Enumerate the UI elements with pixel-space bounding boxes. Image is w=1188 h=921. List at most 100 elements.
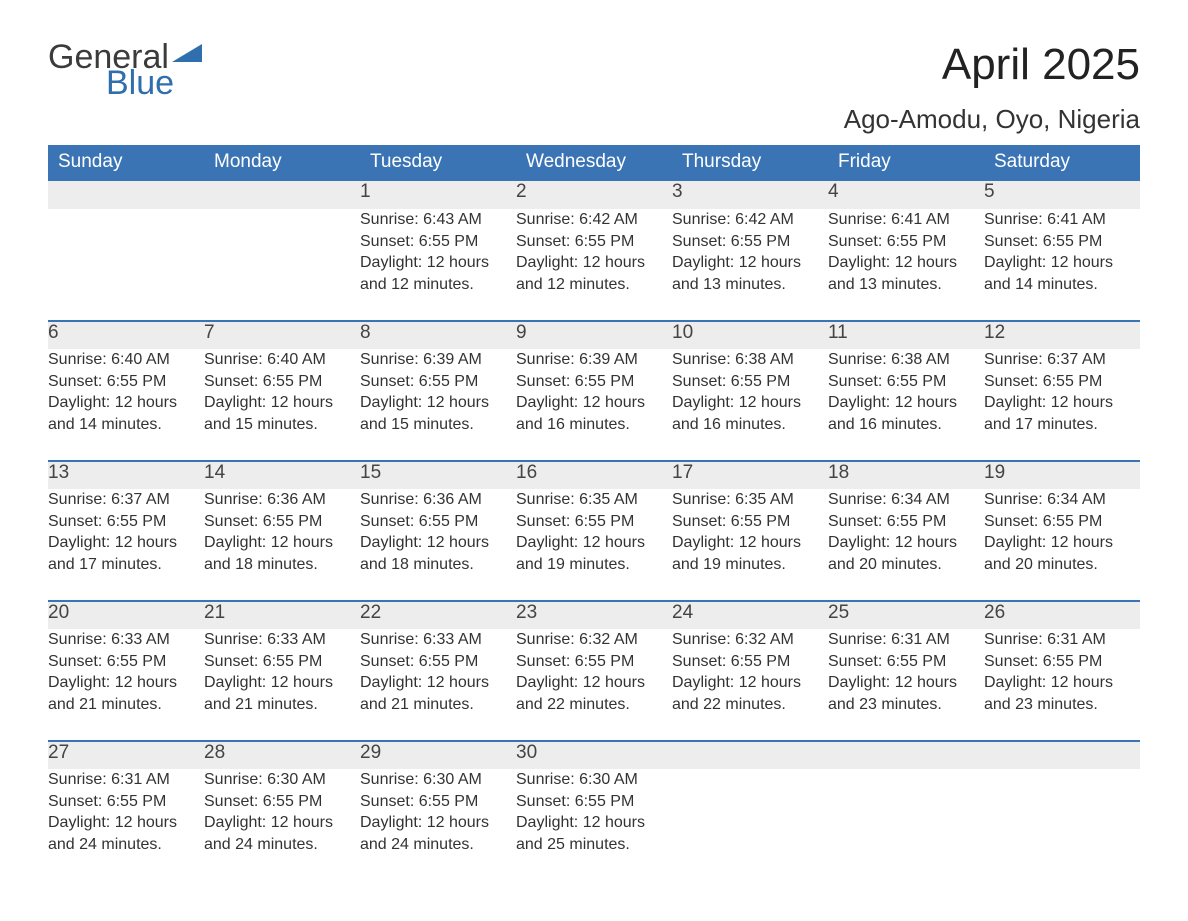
day-number: 4 <box>828 181 984 209</box>
day-number: 8 <box>360 321 516 349</box>
sunrise-text: Sunrise: 6:41 AM <box>828 209 984 231</box>
day-body: Sunrise: 6:33 AMSunset: 6:55 PMDaylight:… <box>204 629 360 741</box>
day-number: 3 <box>672 181 828 209</box>
day-body: Sunrise: 6:32 AMSunset: 6:55 PMDaylight:… <box>516 629 672 741</box>
daylight-text: Daylight: 12 hours and 18 minutes. <box>204 532 360 575</box>
day-number: 20 <box>48 601 204 629</box>
sunrise-text: Sunrise: 6:42 AM <box>672 209 828 231</box>
day-number: 2 <box>516 181 672 209</box>
daylight-text: Daylight: 12 hours and 22 minutes. <box>672 672 828 715</box>
daybody-row: Sunrise: 6:33 AMSunset: 6:55 PMDaylight:… <box>48 629 1140 741</box>
brand-blue: Blue <box>106 66 202 100</box>
brand-logo: General Blue <box>48 40 202 100</box>
day-header: Friday <box>828 145 984 181</box>
sunset-text: Sunset: 6:55 PM <box>204 371 360 393</box>
sunset-text: Sunset: 6:55 PM <box>48 651 204 673</box>
day-number <box>828 741 984 769</box>
daylight-text: Daylight: 12 hours and 18 minutes. <box>360 532 516 575</box>
sunset-text: Sunset: 6:55 PM <box>360 511 516 533</box>
day-body: Sunrise: 6:31 AMSunset: 6:55 PMDaylight:… <box>984 629 1140 741</box>
day-number <box>672 741 828 769</box>
day-number: 7 <box>204 321 360 349</box>
sunset-text: Sunset: 6:55 PM <box>672 231 828 253</box>
sunrise-text: Sunrise: 6:34 AM <box>828 489 984 511</box>
sunrise-text: Sunrise: 6:31 AM <box>48 769 204 791</box>
day-body <box>828 769 984 881</box>
daybody-row: Sunrise: 6:40 AMSunset: 6:55 PMDaylight:… <box>48 349 1140 461</box>
day-body <box>984 769 1140 881</box>
day-body: Sunrise: 6:31 AMSunset: 6:55 PMDaylight:… <box>828 629 984 741</box>
daylight-text: Daylight: 12 hours and 22 minutes. <box>516 672 672 715</box>
sunrise-text: Sunrise: 6:30 AM <box>516 769 672 791</box>
sunset-text: Sunset: 6:55 PM <box>204 791 360 813</box>
day-number: 6 <box>48 321 204 349</box>
sunset-text: Sunset: 6:55 PM <box>828 511 984 533</box>
day-number: 14 <box>204 461 360 489</box>
day-number: 24 <box>672 601 828 629</box>
daybody-row: Sunrise: 6:37 AMSunset: 6:55 PMDaylight:… <box>48 489 1140 601</box>
day-header: Thursday <box>672 145 828 181</box>
daybody-row: Sunrise: 6:31 AMSunset: 6:55 PMDaylight:… <box>48 769 1140 881</box>
day-body: Sunrise: 6:39 AMSunset: 6:55 PMDaylight:… <box>360 349 516 461</box>
day-body: Sunrise: 6:30 AMSunset: 6:55 PMDaylight:… <box>204 769 360 881</box>
daylight-text: Daylight: 12 hours and 12 minutes. <box>516 252 672 295</box>
day-number: 12 <box>984 321 1140 349</box>
sunrise-text: Sunrise: 6:39 AM <box>516 349 672 371</box>
day-body: Sunrise: 6:38 AMSunset: 6:55 PMDaylight:… <box>828 349 984 461</box>
day-body: Sunrise: 6:32 AMSunset: 6:55 PMDaylight:… <box>672 629 828 741</box>
day-number <box>48 181 204 209</box>
daynum-row: 27282930 <box>48 741 1140 769</box>
sunrise-text: Sunrise: 6:31 AM <box>984 629 1140 651</box>
daylight-text: Daylight: 12 hours and 15 minutes. <box>360 392 516 435</box>
sunrise-text: Sunrise: 6:36 AM <box>204 489 360 511</box>
day-body: Sunrise: 6:34 AMSunset: 6:55 PMDaylight:… <box>828 489 984 601</box>
daylight-text: Daylight: 12 hours and 23 minutes. <box>828 672 984 715</box>
day-number <box>204 181 360 209</box>
calendar-table: SundayMondayTuesdayWednesdayThursdayFrid… <box>48 145 1140 881</box>
day-body: Sunrise: 6:36 AMSunset: 6:55 PMDaylight:… <box>360 489 516 601</box>
sunrise-text: Sunrise: 6:38 AM <box>672 349 828 371</box>
day-header: Tuesday <box>360 145 516 181</box>
day-body: Sunrise: 6:39 AMSunset: 6:55 PMDaylight:… <box>516 349 672 461</box>
sunset-text: Sunset: 6:55 PM <box>672 651 828 673</box>
day-body: Sunrise: 6:41 AMSunset: 6:55 PMDaylight:… <box>984 209 1140 321</box>
header: General Blue April 2025 <box>48 40 1140 100</box>
day-number: 5 <box>984 181 1140 209</box>
daylight-text: Daylight: 12 hours and 16 minutes. <box>516 392 672 435</box>
daylight-text: Daylight: 12 hours and 23 minutes. <box>984 672 1140 715</box>
sunrise-text: Sunrise: 6:36 AM <box>360 489 516 511</box>
daylight-text: Daylight: 12 hours and 24 minutes. <box>48 812 204 855</box>
daylight-text: Daylight: 12 hours and 20 minutes. <box>984 532 1140 575</box>
daylight-text: Daylight: 12 hours and 19 minutes. <box>516 532 672 575</box>
day-number: 13 <box>48 461 204 489</box>
day-body: Sunrise: 6:37 AMSunset: 6:55 PMDaylight:… <box>48 489 204 601</box>
day-number: 23 <box>516 601 672 629</box>
day-body: Sunrise: 6:41 AMSunset: 6:55 PMDaylight:… <box>828 209 984 321</box>
sunset-text: Sunset: 6:55 PM <box>48 511 204 533</box>
day-number: 9 <box>516 321 672 349</box>
day-body: Sunrise: 6:34 AMSunset: 6:55 PMDaylight:… <box>984 489 1140 601</box>
day-number: 27 <box>48 741 204 769</box>
daylight-text: Daylight: 12 hours and 15 minutes. <box>204 392 360 435</box>
daylight-text: Daylight: 12 hours and 20 minutes. <box>828 532 984 575</box>
day-number: 1 <box>360 181 516 209</box>
sunset-text: Sunset: 6:55 PM <box>360 651 516 673</box>
day-number: 15 <box>360 461 516 489</box>
sunset-text: Sunset: 6:55 PM <box>204 511 360 533</box>
day-number: 18 <box>828 461 984 489</box>
daynum-row: 12345 <box>48 181 1140 209</box>
sunrise-text: Sunrise: 6:43 AM <box>360 209 516 231</box>
day-number: 30 <box>516 741 672 769</box>
sunset-text: Sunset: 6:55 PM <box>48 371 204 393</box>
sunrise-text: Sunrise: 6:30 AM <box>360 769 516 791</box>
sunrise-text: Sunrise: 6:31 AM <box>828 629 984 651</box>
sunset-text: Sunset: 6:55 PM <box>672 371 828 393</box>
daylight-text: Daylight: 12 hours and 13 minutes. <box>672 252 828 295</box>
day-number: 25 <box>828 601 984 629</box>
day-number: 17 <box>672 461 828 489</box>
daylight-text: Daylight: 12 hours and 13 minutes. <box>828 252 984 295</box>
day-body: Sunrise: 6:40 AMSunset: 6:55 PMDaylight:… <box>48 349 204 461</box>
day-body: Sunrise: 6:36 AMSunset: 6:55 PMDaylight:… <box>204 489 360 601</box>
day-body: Sunrise: 6:35 AMSunset: 6:55 PMDaylight:… <box>672 489 828 601</box>
day-body: Sunrise: 6:31 AMSunset: 6:55 PMDaylight:… <box>48 769 204 881</box>
